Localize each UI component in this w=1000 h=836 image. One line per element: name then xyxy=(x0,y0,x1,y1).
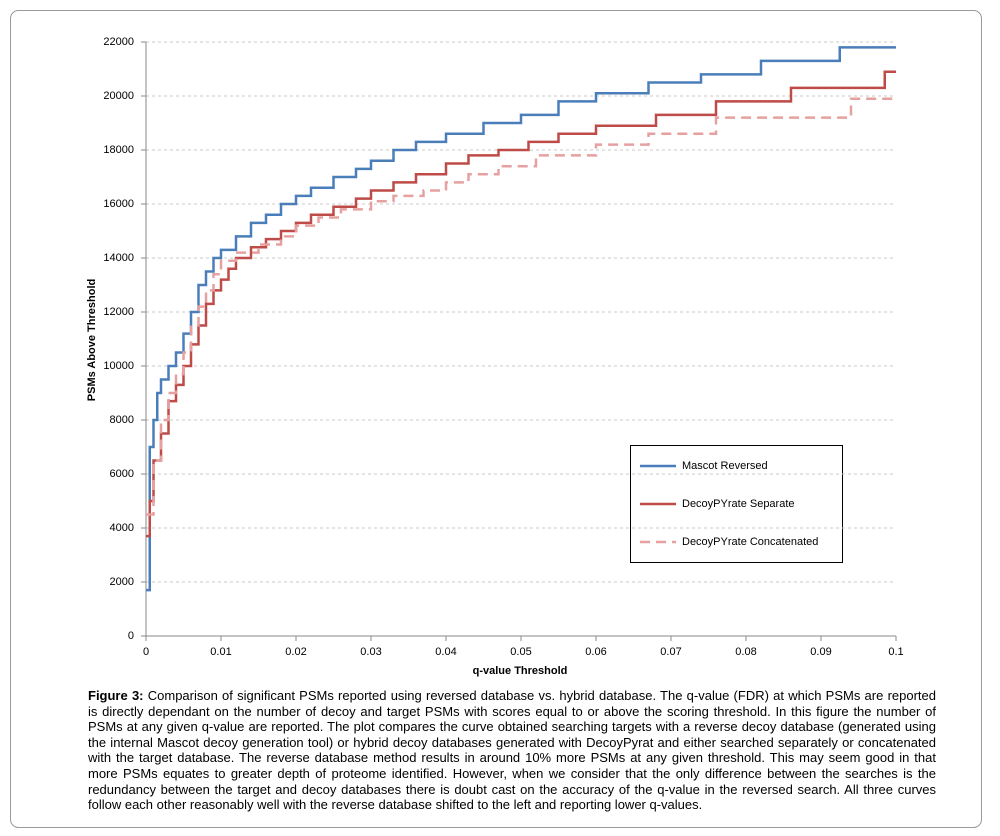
y-tick-label: 12000 xyxy=(103,306,134,318)
legend-label: DecoyPYrate Concatenated xyxy=(682,536,818,548)
y-tick-label: 10000 xyxy=(103,360,134,372)
x-tick-label: 0.01 xyxy=(210,646,231,658)
y-axis-title: PSMs Above Threshold xyxy=(86,279,98,401)
x-tick-label: 0.02 xyxy=(285,646,306,658)
legend-label: DecoyPYrate Separate xyxy=(682,498,795,510)
x-tick-label: 0.08 xyxy=(735,646,756,658)
y-tick-label: 2000 xyxy=(110,576,134,588)
y-tick-label: 14000 xyxy=(103,252,134,264)
y-tick-label: 8000 xyxy=(110,414,134,426)
caption-label: Figure 3: xyxy=(88,688,144,703)
y-tick-label: 6000 xyxy=(110,468,134,480)
y-tick-label: 18000 xyxy=(103,144,134,156)
x-tick-label: 0.07 xyxy=(660,646,681,658)
x-tick-label: 0 xyxy=(143,646,149,658)
frame xyxy=(10,10,982,828)
x-tick-label: 0.03 xyxy=(360,646,381,658)
legend-label: Mascot Reversed xyxy=(682,460,768,472)
series-line xyxy=(146,97,896,516)
x-tick-label: 0.04 xyxy=(435,646,456,658)
x-tick-label: 0.1 xyxy=(888,646,903,658)
x-tick-label: 0.06 xyxy=(585,646,606,658)
x-axis-title: q-value Threshold xyxy=(473,665,568,677)
caption-text: Comparison of significant PSMs reported … xyxy=(88,688,936,813)
caption: Figure 3: Comparison of significant PSMs… xyxy=(88,688,936,813)
y-tick-label: 4000 xyxy=(110,522,134,534)
x-tick-label: 0.09 xyxy=(810,646,831,658)
series-line xyxy=(146,46,896,592)
x-tick-label: 0.05 xyxy=(510,646,531,658)
y-tick-label: 22000 xyxy=(103,36,134,48)
y-tick-label: 20000 xyxy=(103,90,134,102)
y-tick-label: 0 xyxy=(128,630,134,642)
y-tick-label: 16000 xyxy=(103,198,134,210)
